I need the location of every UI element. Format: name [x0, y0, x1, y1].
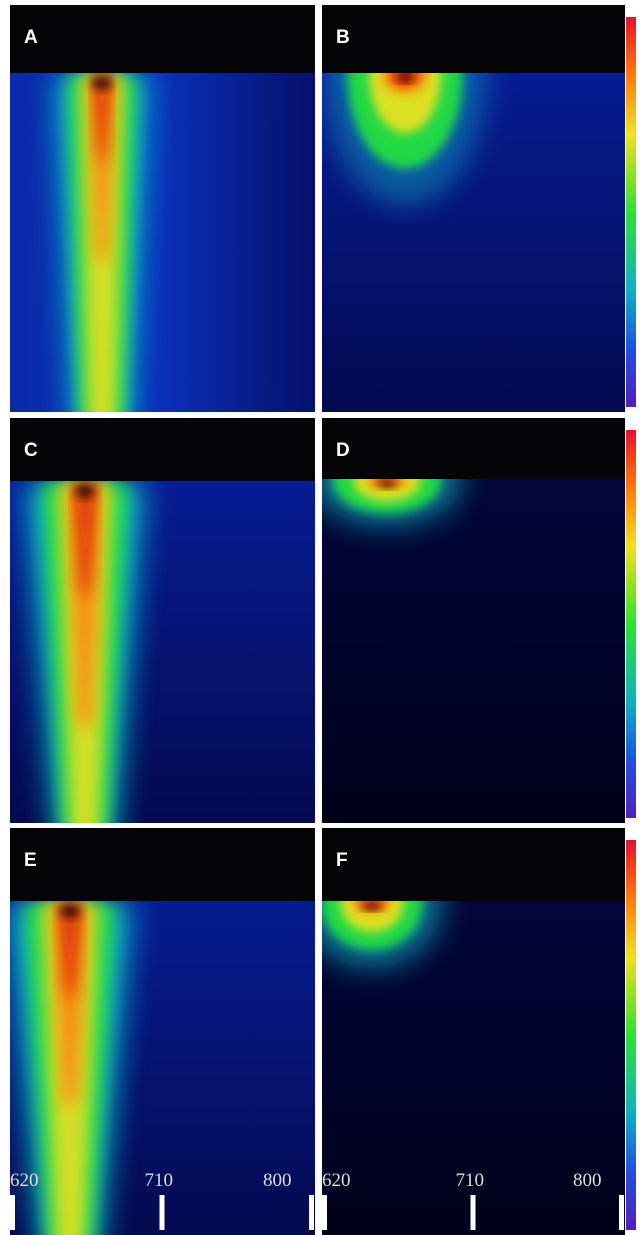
panel: C — [10, 418, 315, 823]
peak — [60, 905, 80, 917]
plume-layer — [88, 75, 116, 261]
panel-image — [10, 828, 315, 1235]
peak — [75, 485, 95, 497]
panel-label: F — [336, 850, 348, 871]
axis-label: 710 — [145, 1170, 174, 1191]
colorbar — [626, 430, 636, 818]
peak — [92, 77, 112, 89]
axis-tick — [470, 1195, 476, 1230]
panel-label: C — [24, 440, 38, 461]
plume-layer — [95, 75, 109, 160]
axis-tick — [619, 1195, 624, 1230]
panel-image — [322, 828, 625, 1235]
panel-image — [322, 5, 625, 412]
panel: F 620 710 800 — [322, 828, 625, 1235]
peak — [363, 904, 381, 910]
dark-band — [10, 418, 315, 481]
colorbar — [626, 840, 636, 1230]
plume-layer — [68, 483, 102, 727]
axis-tick — [322, 1195, 327, 1230]
axis-label: 800 — [573, 1170, 602, 1191]
dark-band — [10, 828, 315, 901]
axis-tick — [159, 1195, 165, 1230]
peak — [396, 76, 414, 82]
panel-image — [322, 418, 625, 823]
colorbar — [626, 17, 636, 407]
panel-image — [10, 418, 315, 823]
panel-image — [10, 5, 315, 412]
panel-label: A — [24, 27, 38, 48]
plume-layer — [76, 483, 94, 594]
axis-label: 710 — [456, 1170, 485, 1191]
dark-band — [322, 5, 625, 73]
dark-band — [322, 418, 625, 479]
axis-label: 620 — [10, 1170, 39, 1191]
panel: B — [322, 5, 625, 412]
dark-band — [322, 828, 625, 901]
plume-layer — [52, 903, 88, 1104]
panel-label: D — [336, 440, 350, 461]
panel-label: B — [336, 27, 350, 48]
dark-band — [10, 5, 315, 73]
axis-label: 620 — [322, 1170, 351, 1191]
panel-label: E — [24, 850, 37, 871]
panel: A — [10, 5, 315, 412]
axis-label: 800 — [263, 1170, 292, 1191]
panel: D — [322, 418, 625, 823]
axis-tick — [309, 1195, 314, 1230]
plume-layer — [61, 903, 79, 995]
panels: A B C D E 620 710 800 F 620 710 800 — [10, 5, 636, 1235]
axis-tick — [10, 1195, 15, 1230]
panel: E 620 710 800 — [10, 828, 315, 1235]
peak — [378, 482, 396, 488]
